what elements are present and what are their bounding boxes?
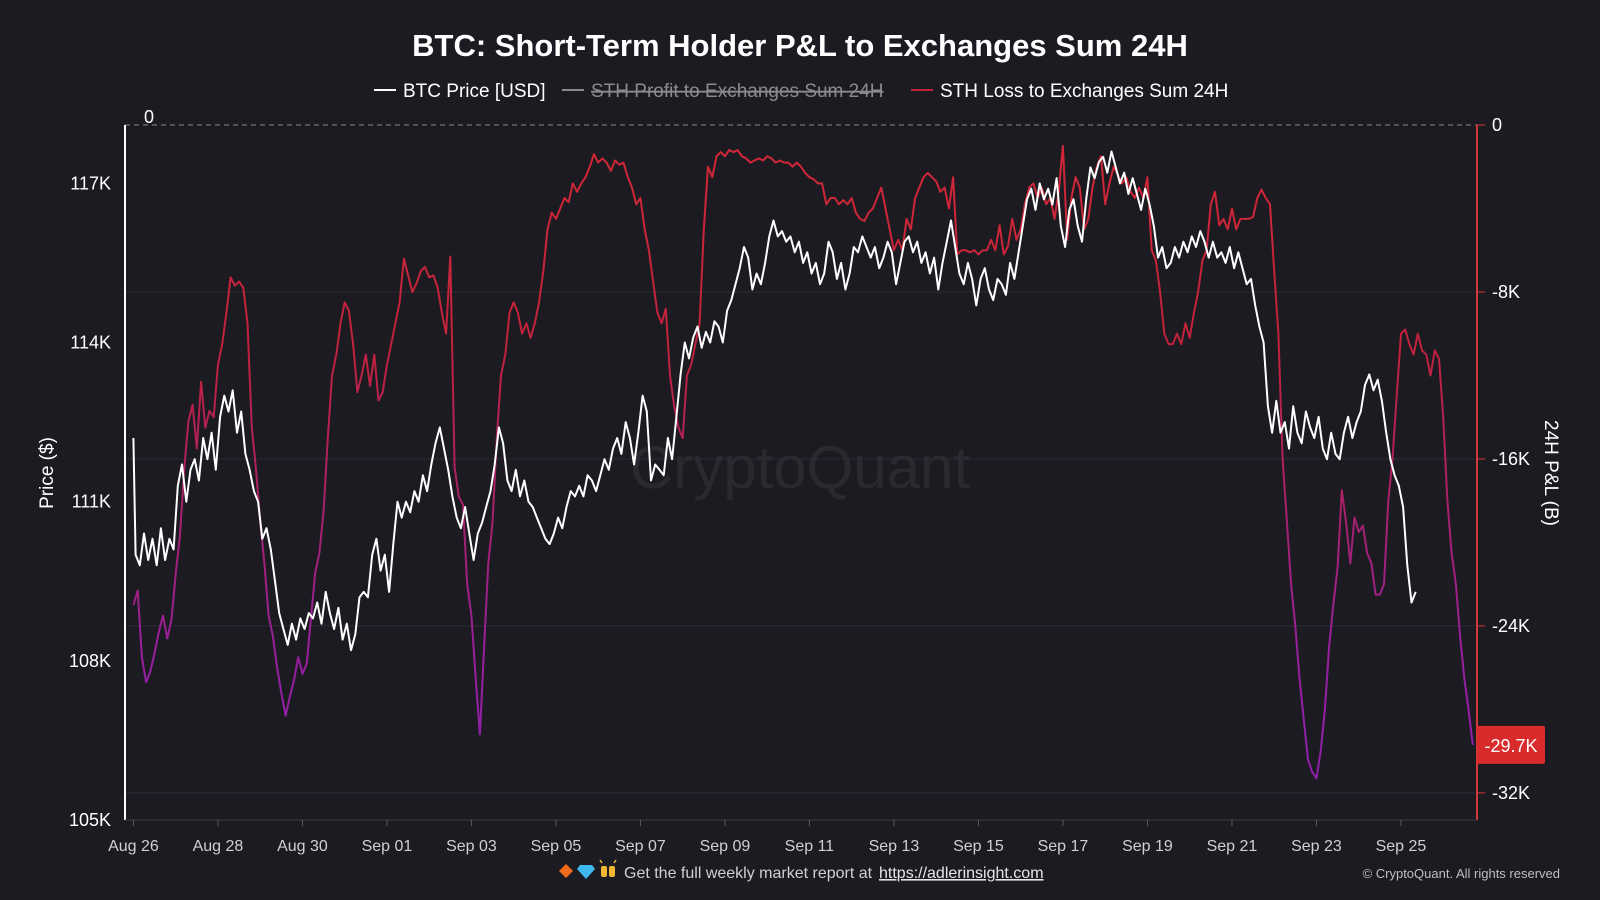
y-left-tick-label: 111K <box>72 492 111 512</box>
series-sth-loss <box>132 144 1474 780</box>
last-value-badge: -29.7K <box>1477 725 1545 764</box>
raised-hands-icon <box>599 859 617 877</box>
y-right-tick-label: -32K <box>1492 783 1530 803</box>
y-left-title: Price ($) <box>37 437 58 509</box>
copyright: © CryptoQuant. All rights reserved <box>1363 866 1560 881</box>
x-tick-label: Sep 05 <box>531 838 582 855</box>
x-tick-label: Aug 30 <box>277 838 328 855</box>
y-left-tick-label: 105K <box>69 810 111 830</box>
x-tick-label: Sep 15 <box>953 838 1004 855</box>
x-tick-label: Aug 28 <box>193 838 244 855</box>
legend-price[interactable]: BTC Price [USD] <box>403 81 546 102</box>
legend: BTC Price [USD] STH Profit to Exchanges … <box>374 81 1228 102</box>
y-left-tick-label: 117K <box>70 173 111 193</box>
x-tick-label: Sep 21 <box>1207 838 1258 855</box>
footer-text: Get the full weekly market report at <box>624 865 873 882</box>
legend-loss[interactable]: STH Loss to Exchanges Sum 24H <box>940 81 1228 102</box>
grid-lines <box>125 124 1477 794</box>
orange-diamond-icon <box>559 864 573 878</box>
y-right-tick-label: -24K <box>1492 616 1530 636</box>
footer: Get the full weekly market report at htt… <box>559 859 1560 882</box>
x-tick-label: Sep 25 <box>1376 838 1427 855</box>
chart-title: BTC: Short-Term Holder P&L to Exchanges … <box>412 28 1188 63</box>
last-value-badge-bg <box>1477 725 1545 764</box>
legend-profit[interactable]: STH Profit to Exchanges Sum 24H <box>591 81 884 102</box>
y-right-title: 24H P&L (B) <box>1540 420 1561 526</box>
blue-gem-icon <box>577 865 595 879</box>
x-tick-label: Sep 01 <box>362 838 413 855</box>
x-tick-label: Sep 07 <box>615 838 666 855</box>
y-right-ticks: 0 -8K -16K -24K -32K <box>1477 115 1530 803</box>
last-value-label: -29.7K <box>1484 736 1537 756</box>
y-right-tick-label: -8K <box>1492 282 1520 302</box>
y-right-tick-label: -16K <box>1492 449 1530 469</box>
x-tick-label: Sep 19 <box>1122 838 1173 855</box>
zero-line-label: 0 <box>144 107 154 127</box>
watermark: CryptoQuant <box>630 434 970 501</box>
y-left-ticks: 105K 108K 111K 114K 117K <box>69 173 111 830</box>
x-tick-label: Sep 09 <box>700 838 751 855</box>
y-right-tick-label: 0 <box>1492 115 1502 135</box>
x-tick-label: Sep 23 <box>1291 838 1342 855</box>
y-left-tick-label: 114K <box>70 333 111 353</box>
y-left-tick-label: 108K <box>69 651 111 671</box>
series-btc-price <box>132 150 1417 652</box>
x-tick-label: Sep 11 <box>785 838 835 855</box>
x-ticks: Aug 26 Aug 28 Aug 30 Sep 01 Sep 03 Sep 05 Sep … <box>108 820 1426 855</box>
footer-link[interactable]: https://adlerinsight.com <box>879 865 1044 882</box>
axes <box>124 125 1478 821</box>
x-tick-label: Sep 03 <box>446 838 497 855</box>
x-tick-label: Sep 17 <box>1038 838 1089 855</box>
x-tick-label: Sep 13 <box>869 838 920 855</box>
x-tick-label: Aug 26 <box>108 838 159 855</box>
